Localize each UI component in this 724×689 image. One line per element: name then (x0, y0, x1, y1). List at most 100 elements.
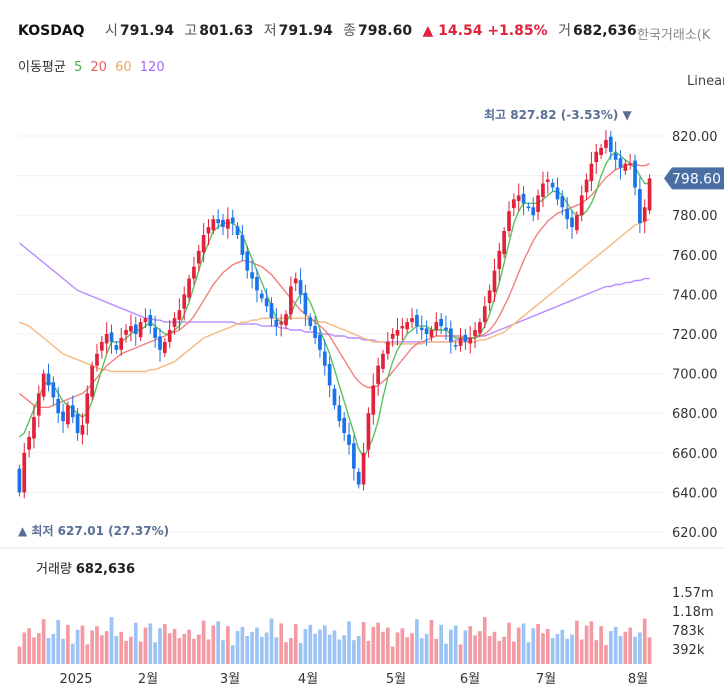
volume-bar (541, 633, 545, 664)
volume-bar (638, 632, 642, 664)
volume-tick-label: 1.57m (672, 586, 714, 601)
candle (230, 209, 235, 235)
candle (133, 316, 138, 346)
candle-body (95, 353, 99, 366)
candle (158, 328, 162, 362)
candle (550, 178, 555, 192)
min-annotation: ▲ 최저 627.01 (27.37%) (18, 523, 169, 538)
candle (182, 286, 187, 321)
volume-bar (642, 618, 647, 664)
volume-bar (75, 629, 80, 664)
volume-bar (22, 632, 27, 664)
candle-body (390, 334, 395, 339)
volume-bar (148, 623, 153, 664)
candle (589, 151, 594, 192)
volume-bar (463, 630, 468, 664)
candle-body (570, 217, 574, 228)
ma-legend-5[interactable]: 5 (73, 60, 83, 75)
moving-average-legend[interactable]: 이동평균 5 20 60 120 (18, 56, 169, 75)
candle (642, 199, 647, 234)
ma-legend-60[interactable]: 60 (115, 60, 132, 75)
candle-body (264, 298, 269, 307)
candle-body (395, 330, 400, 336)
candle-body (46, 373, 51, 386)
volume-bar (61, 638, 65, 664)
time-tick-label: 6월 (460, 672, 480, 687)
volume-bar (255, 627, 259, 664)
candle (298, 268, 303, 305)
candle (250, 260, 254, 289)
scale-mode-toggle[interactable]: Linear (687, 74, 724, 89)
volume-bar (187, 629, 191, 664)
candle (109, 324, 114, 354)
high-label: 고 (184, 23, 198, 39)
ma-legend-20[interactable]: 20 (90, 60, 107, 75)
candle (153, 315, 157, 348)
price-tick-label: 680.00 (672, 407, 718, 422)
candle-body (216, 219, 221, 224)
candle-body (308, 317, 313, 327)
ma-legend-120[interactable]: 120 (139, 60, 165, 75)
candle (240, 225, 245, 261)
volume-bar (458, 644, 463, 664)
candle (342, 412, 347, 441)
candle-body (381, 353, 385, 369)
volume-bar (390, 646, 395, 664)
volume-bar (109, 617, 114, 664)
volume-bar (158, 628, 162, 664)
candle-body (293, 278, 298, 284)
candle-body (400, 326, 405, 329)
candle-body (240, 235, 245, 255)
candle (618, 150, 623, 180)
candle (114, 341, 119, 354)
volume-bar (172, 629, 177, 664)
volume-bar (240, 626, 245, 664)
volume-bar (250, 631, 254, 664)
candle (604, 130, 608, 154)
candle (99, 335, 104, 359)
candle (104, 322, 109, 354)
candle (638, 177, 642, 234)
candle-body (124, 330, 128, 335)
candle (613, 141, 618, 170)
volume-bar (502, 636, 506, 664)
volume-bar (434, 638, 439, 664)
candle-body (613, 153, 618, 160)
candle-body (138, 322, 143, 338)
candle-body (250, 272, 254, 279)
volume-tick-label: 783k (672, 624, 705, 639)
candle (284, 310, 288, 330)
candle-body (361, 452, 366, 485)
candle-body (638, 189, 642, 224)
candle (482, 296, 487, 329)
candle (177, 298, 182, 330)
volume-bar (352, 640, 356, 664)
candle-body (497, 250, 502, 270)
candle-body (226, 219, 230, 229)
grid-lines (17, 135, 664, 533)
volume-bar (613, 626, 618, 664)
volume-tick-label: 1.18m (672, 605, 714, 620)
candle-body (187, 278, 191, 298)
volume-bar (51, 633, 56, 664)
candle (623, 159, 628, 175)
price-tick-label: 660.00 (672, 447, 718, 462)
candle-body (332, 388, 337, 406)
candle-body (415, 314, 419, 327)
volume-bar (608, 631, 613, 664)
volume-bar (133, 622, 138, 664)
candle (226, 207, 230, 239)
candle-body (385, 341, 390, 354)
candle-body (482, 306, 487, 323)
volume-bar (589, 621, 594, 664)
candle (487, 284, 492, 312)
candle-body (201, 235, 206, 253)
exchange-name: 한국거래소(K (637, 28, 711, 43)
candle (264, 288, 269, 313)
volume-bar (196, 634, 201, 664)
candle-body (526, 206, 531, 208)
candle (221, 214, 225, 235)
ma-line-5 (18, 150, 650, 459)
symbol-name: KOSDAQ (18, 23, 85, 39)
